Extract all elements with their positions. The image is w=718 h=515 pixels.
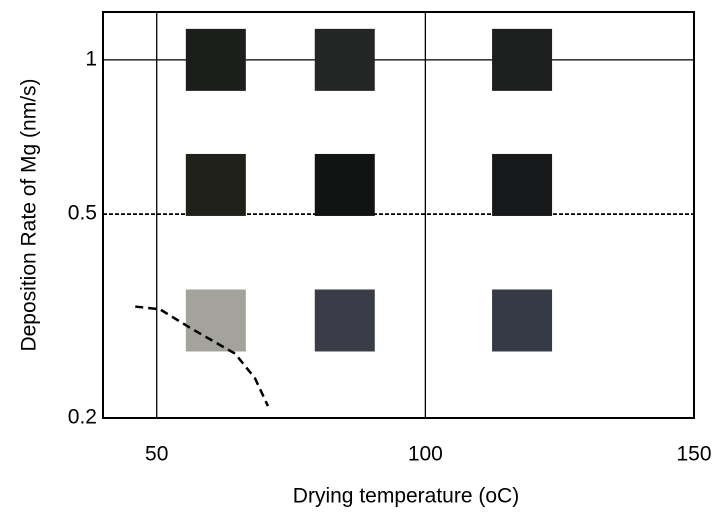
y-axis-title: Deposition Rate of Mg (nm/s) xyxy=(18,78,41,351)
sample-swatch xyxy=(314,289,375,352)
boundary-curve xyxy=(135,305,270,407)
sample-swatch xyxy=(314,153,375,216)
sample-swatch xyxy=(314,28,375,91)
sample-swatch xyxy=(492,153,553,216)
sample-swatch xyxy=(185,28,246,91)
x-tick-label: 50 xyxy=(145,443,168,466)
sample-swatch xyxy=(185,289,246,352)
y-tick-label: 1 xyxy=(85,47,97,70)
plot-frame xyxy=(102,11,695,419)
y-tick-label: 0.2 xyxy=(68,406,97,429)
sample-swatch xyxy=(492,289,553,352)
x-axis-title: Drying temperature (oC) xyxy=(293,485,519,508)
x-tick-label: 150 xyxy=(676,443,711,466)
sample-swatch xyxy=(492,28,553,91)
y-tick-label: 0.5 xyxy=(68,202,97,225)
sample-swatch xyxy=(185,153,246,216)
x-tick-label: 100 xyxy=(408,443,443,466)
